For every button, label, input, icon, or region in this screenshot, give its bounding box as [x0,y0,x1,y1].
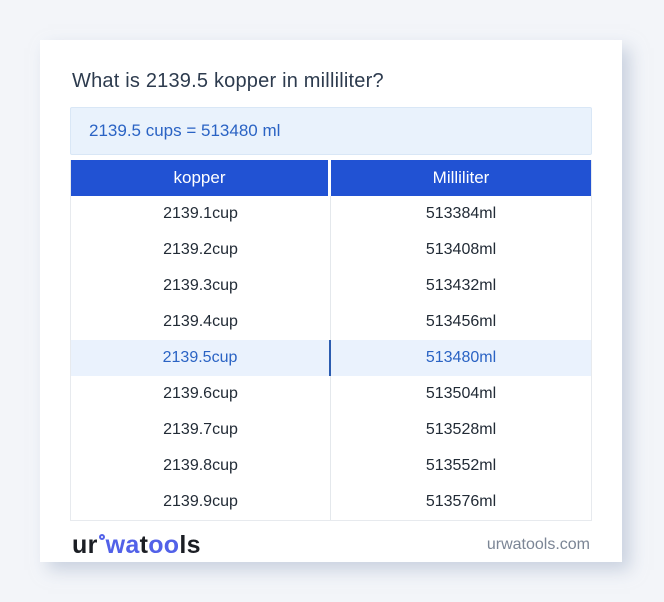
logo-text-ls: ls [179,530,201,559]
ml-cell: 513480ml [331,340,591,376]
table-row: 2139.6cup 513504ml [71,376,591,412]
logo-glasses-oo: oo [148,530,180,559]
table-header-row: kopper Milliliter [71,160,591,196]
ml-cell: 513576ml [331,484,591,520]
cup-cell: 2139.6cup [71,376,331,412]
cup-cell: 2139.3cup [71,268,331,304]
ml-cell: 513552ml [331,448,591,484]
cup-cell: 2139.7cup [71,412,331,448]
ml-cell: 513456ml [331,304,591,340]
site-logo[interactable]: ur wa t oo ls [72,530,201,559]
cup-cell: 2139.4cup [71,304,331,340]
ml-cell: 513408ml [331,232,591,268]
ml-cell: 513384ml [331,196,591,232]
answer-text: 2139.5 cups = 513480 ml [89,121,281,140]
cup-cell: 2139.2cup [71,232,331,268]
page-title: What is 2139.5 kopper in milliliter? [72,70,384,92]
table-row: 2139.7cup 513528ml [71,412,591,448]
answer-box: 2139.5 cups = 513480 ml [70,107,592,155]
cup-cell: 2139.5cup [71,340,331,376]
table-row: 2139.4cup 513456ml [71,304,591,340]
column-header-kopper: kopper [71,160,331,196]
cup-cell: 2139.9cup [71,484,331,520]
table-row: 2139.3cup 513432ml [71,268,591,304]
conversion-table-body: 2139.1cup 513384ml 2139.2cup 513408ml 21… [71,196,591,520]
conversion-card: What is 2139.5 kopper in milliliter? 213… [40,40,622,562]
table-row: 2139.1cup 513384ml [71,196,591,232]
logo-ring-icon [98,533,105,540]
logo-text-ur: ur [72,530,98,559]
site-url[interactable]: urwatools.com [486,536,590,553]
table-row: 2139.8cup 513552ml [71,448,591,484]
table-row: 2139.9cup 513576ml [71,484,591,520]
table-row: 2139.2cup 513408ml [71,232,591,268]
cup-cell: 2139.8cup [71,448,331,484]
logo-text-wa: wa [105,530,140,559]
logo-text-t: t [139,530,149,559]
table-row: 2139.5cup 513480ml [71,340,591,376]
column-header-milliliter: Milliliter [331,160,591,196]
ml-cell: 513528ml [331,412,591,448]
footer: ur wa t oo ls urwatools.com [70,528,592,562]
ml-cell: 513432ml [331,268,591,304]
ml-cell: 513504ml [331,376,591,412]
cup-cell: 2139.1cup [71,196,331,232]
conversion-table: kopper Milliliter 2139.1cup 513384ml 213… [70,160,592,521]
